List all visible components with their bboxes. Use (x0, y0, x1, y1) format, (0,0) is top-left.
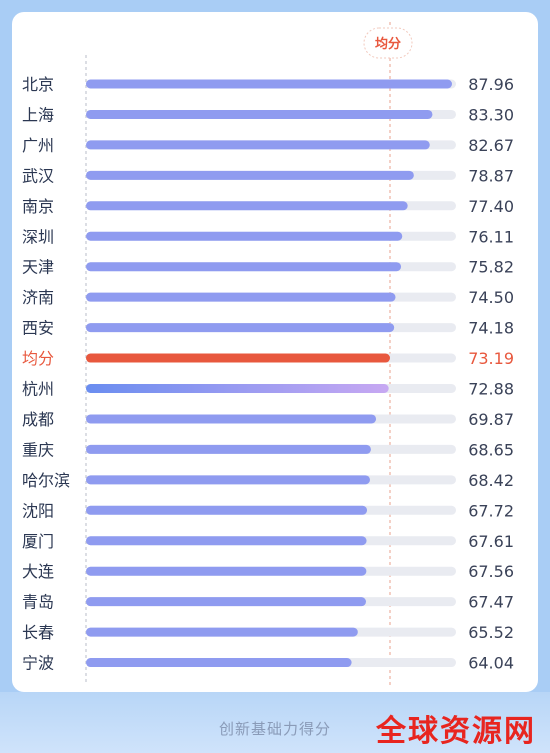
bar-rows: 北京 87.96 上海 83.30 广州 82.67 武汉 78.87 南京 77.40 深圳 76.… (22, 75, 514, 673)
category-label: 宁波 (22, 654, 54, 673)
value-label: 67.61 (468, 532, 514, 551)
value-label: 69.87 (468, 410, 514, 429)
category-label: 大连 (22, 562, 54, 581)
bar-6 (86, 262, 402, 272)
category-label: 重庆 (22, 440, 54, 459)
value-label: 82.67 (468, 136, 514, 155)
value-label: 64.04 (468, 654, 514, 673)
bar-3 (86, 170, 414, 180)
value-label: 77.40 (468, 197, 514, 216)
value-label: 74.18 (468, 319, 514, 338)
value-label: 73.19 (468, 349, 514, 368)
category-label: 上海 (22, 105, 54, 124)
category-label: 均分 (22, 349, 54, 368)
chart-card (12, 12, 538, 692)
value-label: 72.88 (468, 380, 514, 399)
category-label: 青岛 (22, 593, 54, 612)
value-label: 75.82 (468, 258, 514, 277)
category-label: 济南 (22, 288, 54, 307)
average-badge-label: 均分 (375, 36, 401, 52)
bar-19 (86, 658, 352, 668)
bar-12 (86, 444, 371, 454)
chart-title: 创新基础力得分 (218, 720, 331, 738)
bar-13 (86, 475, 370, 485)
bar-18 (86, 627, 358, 637)
average-badge-bg (363, 27, 413, 59)
value-label: 74.50 (468, 288, 514, 307)
category-label: 成都 (22, 410, 54, 429)
category-label: 北京 (22, 75, 54, 94)
bar-7 (86, 292, 396, 302)
bar-2 (86, 140, 430, 150)
category-label: 南京 (22, 197, 54, 216)
value-label: 67.47 (468, 593, 514, 612)
value-label: 68.42 (468, 471, 514, 490)
category-label: 沈阳 (22, 501, 54, 520)
value-label: 83.30 (468, 105, 514, 124)
category-label: 武汉 (22, 166, 54, 185)
average-bar (86, 353, 390, 363)
value-label: 67.56 (468, 562, 514, 581)
bar-16 (86, 566, 367, 576)
bar-8 (86, 323, 395, 333)
category-label: 长春 (22, 623, 54, 642)
category-label: 西安 (22, 319, 54, 338)
footer-band (0, 692, 550, 753)
value-label: 65.52 (468, 623, 514, 642)
bar-4 (86, 201, 408, 211)
category-label: 广州 (22, 136, 54, 155)
bar-15 (86, 536, 367, 546)
category-label: 厦门 (22, 532, 54, 551)
bar-11 (86, 414, 377, 424)
bar-10 (86, 384, 389, 393)
value-label: 68.65 (468, 440, 514, 459)
value-label: 67.72 (468, 501, 514, 520)
category-label: 哈尔滨 (22, 471, 70, 490)
category-label: 杭州 (22, 380, 54, 399)
bar-17 (86, 597, 366, 607)
bar-0 (86, 79, 452, 89)
bar-14 (86, 505, 368, 515)
category-label: 深圳 (22, 227, 54, 246)
bar-1 (86, 109, 433, 119)
watermark: 全球资源网 (376, 714, 536, 749)
value-label: 76.11 (468, 227, 514, 246)
value-label: 87.96 (468, 75, 514, 94)
value-label: 78.87 (468, 166, 514, 185)
category-label: 天津 (22, 258, 54, 277)
bar-5 (86, 231, 403, 241)
